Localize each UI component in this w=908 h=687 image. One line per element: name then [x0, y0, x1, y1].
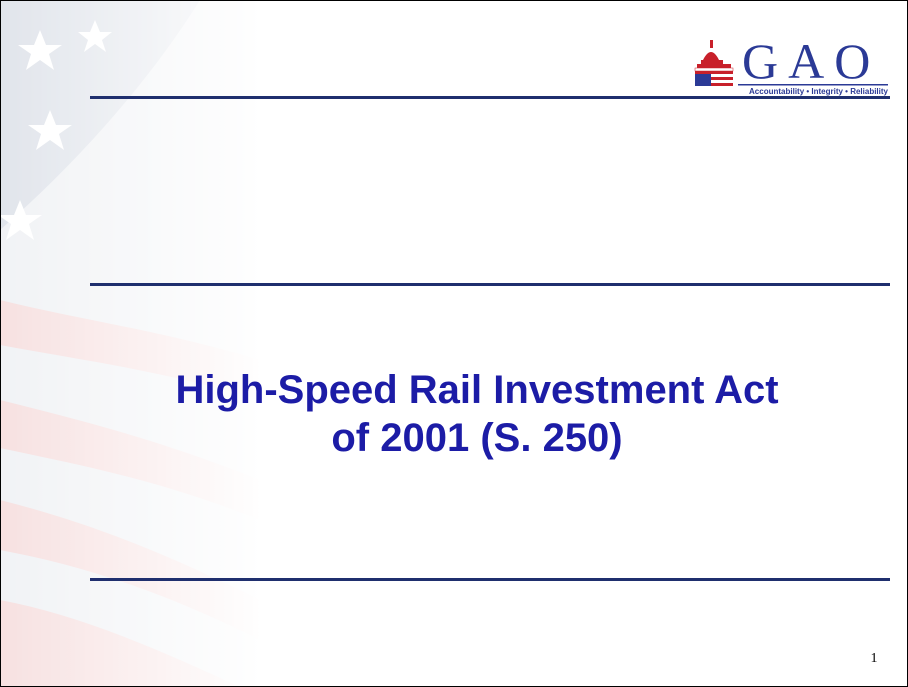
title-line: of 2001 (S. 250): [331, 416, 622, 460]
capitol-icon: [694, 40, 734, 86]
logo: GAO Accountability • Integrity • Reliabi…: [694, 33, 889, 96]
rule: [90, 578, 890, 581]
page-number: 1: [871, 651, 878, 666]
rule: [90, 283, 890, 286]
title-line: High-Speed Rail Investment Act: [175, 368, 778, 412]
rules: [90, 96, 890, 581]
logo-tagline: Accountability • Integrity • Reliability: [749, 87, 889, 96]
rule: [90, 96, 890, 99]
flag-background: [0, 0, 260, 687]
logo-underline: [738, 84, 888, 86]
logo-text: GAO: [742, 33, 880, 89]
